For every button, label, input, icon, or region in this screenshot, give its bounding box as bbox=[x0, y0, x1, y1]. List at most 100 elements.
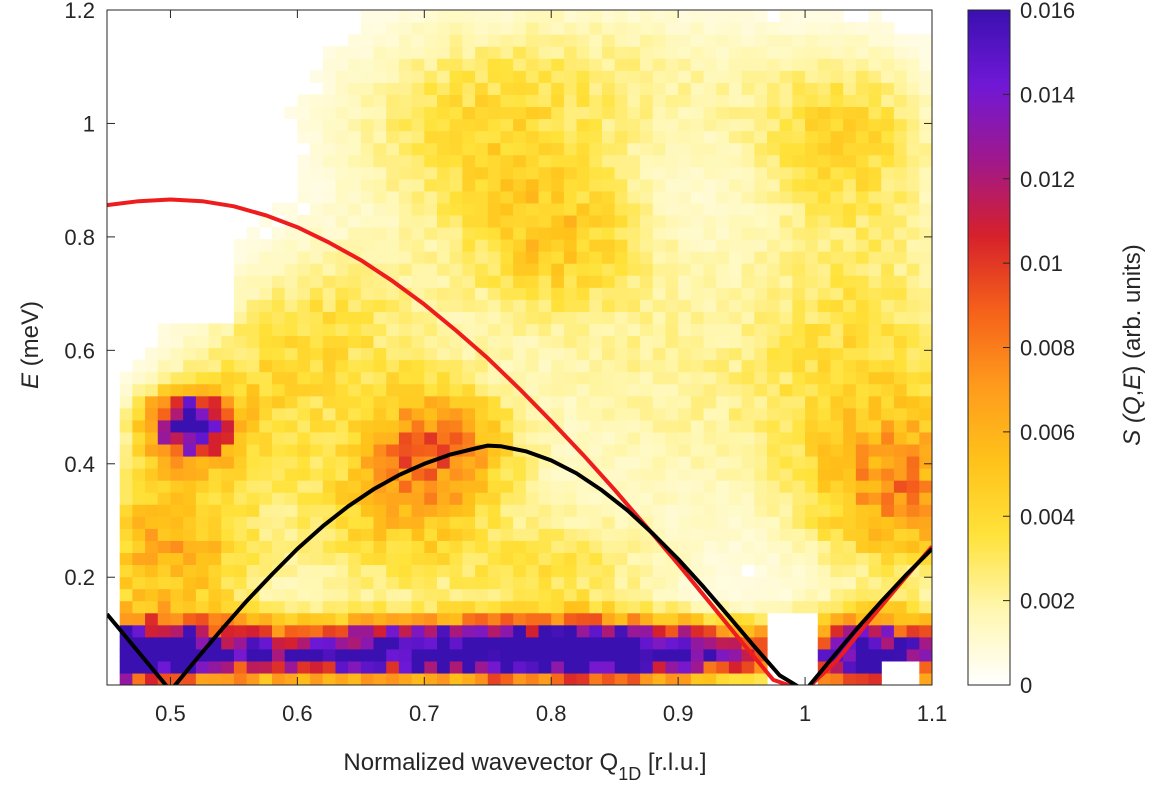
heatmap-cell bbox=[843, 576, 857, 590]
heatmap-cell bbox=[754, 612, 768, 626]
heatmap-cell bbox=[627, 443, 641, 457]
heatmap-cell bbox=[208, 419, 222, 433]
heatmap-cell bbox=[893, 190, 908, 204]
heatmap-cell bbox=[398, 528, 413, 541]
heatmap-cell bbox=[183, 443, 197, 457]
x-axis-ticks: 0.5 0.6 0.7 0.8 0.9 1 1.1 bbox=[155, 10, 947, 726]
heatmap-cell bbox=[602, 22, 616, 35]
heatmap-cell bbox=[779, 299, 793, 312]
heatmap-cell bbox=[462, 94, 476, 108]
heatmap-cell bbox=[322, 347, 337, 361]
heatmap-cell bbox=[893, 468, 908, 481]
heatmap-cell bbox=[614, 226, 628, 240]
heatmap-cell bbox=[843, 504, 857, 517]
heatmap-cell bbox=[360, 347, 375, 361]
heatmap-cell bbox=[373, 564, 387, 578]
heatmap-cell bbox=[817, 407, 832, 421]
heatmap-cell bbox=[919, 359, 932, 373]
heatmap-cell bbox=[855, 528, 870, 541]
heatmap-cell bbox=[170, 516, 184, 529]
heatmap-cell bbox=[487, 130, 502, 144]
heatmap-cell bbox=[627, 323, 641, 337]
heatmap-cell bbox=[855, 142, 870, 156]
heatmap-cell bbox=[690, 407, 705, 421]
heatmap-cell bbox=[348, 624, 362, 638]
heatmap-cell bbox=[487, 480, 502, 493]
heatmap-cell bbox=[386, 166, 400, 180]
heatmap-cell bbox=[170, 660, 184, 674]
heatmap-cell bbox=[284, 299, 298, 312]
heatmap-cell bbox=[703, 70, 717, 83]
heatmap-cell bbox=[563, 190, 578, 204]
heatmap-cell bbox=[906, 70, 920, 83]
heatmap-cell bbox=[284, 263, 298, 276]
heatmap-cell bbox=[132, 612, 146, 626]
heatmap-cell bbox=[322, 648, 337, 662]
colorbar-tick-label: 0.006 bbox=[1020, 420, 1075, 445]
heatmap-cell bbox=[551, 142, 565, 156]
heatmap-cell bbox=[525, 154, 540, 168]
heatmap-cell bbox=[360, 287, 375, 300]
heatmap-cell bbox=[754, 419, 768, 433]
heatmap-cell bbox=[919, 166, 932, 180]
heatmap-cell bbox=[640, 22, 654, 35]
heatmap-cell bbox=[576, 347, 590, 361]
heatmap-cell bbox=[893, 287, 908, 300]
heatmap-cell bbox=[830, 492, 844, 505]
heatmap-cell bbox=[272, 371, 286, 385]
heatmap-cell bbox=[195, 612, 210, 626]
heatmap-cell bbox=[335, 359, 349, 373]
heatmap-cell bbox=[360, 142, 375, 156]
heatmap-cell bbox=[690, 226, 705, 240]
heatmap-cell bbox=[259, 564, 273, 578]
heatmap-cell bbox=[259, 600, 273, 614]
heatmap-cell bbox=[386, 612, 400, 626]
heatmap-cell bbox=[652, 431, 667, 445]
y-tick-label: 1 bbox=[83, 111, 95, 136]
heatmap-cell bbox=[728, 383, 743, 397]
heatmap-cell bbox=[602, 263, 616, 276]
heatmap-cell bbox=[881, 528, 895, 541]
heatmap-cell bbox=[424, 34, 438, 47]
heatmap-cell bbox=[437, 480, 451, 493]
heatmap-cell bbox=[373, 516, 387, 529]
heatmap-cell bbox=[843, 202, 857, 216]
heatmap-cell bbox=[284, 359, 298, 373]
heatmap-cell bbox=[563, 636, 578, 650]
heatmap-cell bbox=[602, 455, 616, 469]
heatmap-cell bbox=[233, 468, 248, 481]
heatmap-cell bbox=[703, 251, 717, 264]
heatmap-cell bbox=[805, 275, 819, 288]
heatmap-cell bbox=[132, 660, 146, 674]
heatmap-cell bbox=[665, 22, 679, 35]
heatmap-cell bbox=[678, 443, 692, 457]
heatmap-cell bbox=[703, 347, 717, 361]
heatmap-cell bbox=[487, 178, 502, 192]
heatmap-cell bbox=[513, 407, 527, 421]
heatmap-cell bbox=[754, 46, 768, 59]
heatmap-cell bbox=[906, 600, 920, 614]
heatmap-cell bbox=[678, 480, 692, 493]
heatmap-cell bbox=[462, 287, 476, 300]
heatmap-cell bbox=[398, 82, 413, 95]
heatmap-cell bbox=[221, 636, 235, 650]
heatmap-cell bbox=[817, 287, 832, 300]
heatmap-cell bbox=[348, 58, 362, 71]
heatmap-cell bbox=[246, 407, 260, 421]
heatmap-cell bbox=[297, 636, 311, 650]
heatmap-cell bbox=[716, 226, 730, 240]
heatmap-cell bbox=[830, 588, 844, 602]
heatmap-cell bbox=[398, 263, 413, 276]
heatmap-cell bbox=[475, 226, 489, 240]
heatmap-cell bbox=[398, 480, 413, 493]
heatmap-cell bbox=[627, 214, 641, 228]
heatmap-cell bbox=[893, 564, 908, 578]
heatmap-cell bbox=[754, 287, 768, 300]
heatmap-cell bbox=[602, 299, 616, 312]
heatmap-cell bbox=[741, 335, 755, 349]
heatmap-cell bbox=[373, 34, 387, 47]
heatmap-cell bbox=[513, 371, 527, 385]
heatmap-cell bbox=[449, 142, 463, 156]
heatmap-cell bbox=[183, 323, 197, 337]
heatmap-cell bbox=[335, 94, 349, 108]
